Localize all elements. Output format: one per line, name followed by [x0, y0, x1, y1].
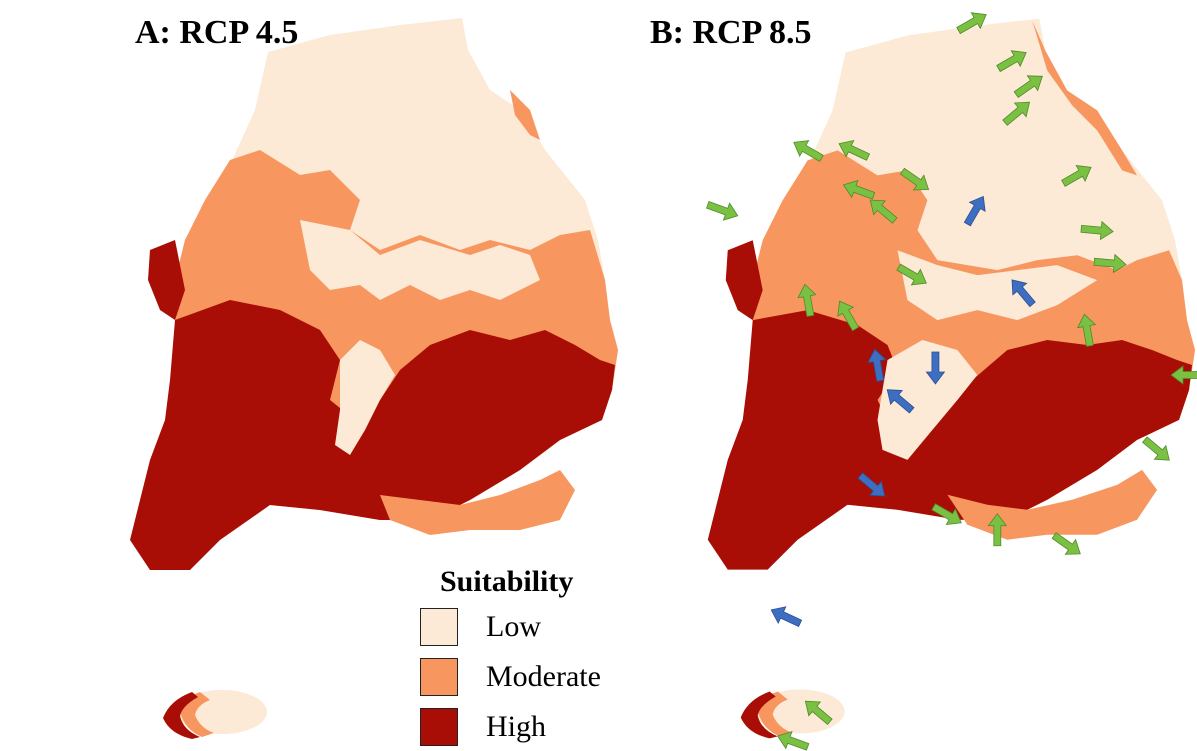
moderate-east-coast — [1032, 20, 1138, 176]
legend-item-high: High — [420, 707, 546, 747]
increase-arrow — [896, 263, 927, 286]
legend-label-low: Low — [486, 610, 541, 643]
increase-arrow — [793, 140, 824, 162]
increase-arrow — [1170, 365, 1197, 385]
increase-arrow — [1002, 101, 1031, 126]
high-zone — [130, 300, 615, 570]
low-channel — [335, 340, 395, 455]
increase-arrow — [777, 730, 810, 751]
legend-swatch-low — [420, 608, 458, 646]
increase-arrow — [804, 700, 833, 725]
increase-arrow — [838, 139, 871, 161]
decrease-arrow — [857, 472, 886, 497]
low-channel — [877, 340, 978, 460]
increase-arrow — [987, 513, 1008, 547]
legend-label-moderate: Moderate — [486, 660, 601, 693]
high-west-coast — [725, 240, 763, 321]
increase-arrow — [706, 201, 739, 221]
moderate-east-coast — [510, 90, 540, 140]
increase-arrow — [1080, 220, 1114, 241]
increase-arrow — [842, 179, 876, 200]
increase-arrow — [1013, 75, 1043, 99]
jeju-island — [163, 690, 267, 739]
low-inlay — [300, 220, 540, 300]
decrease-arrow — [886, 389, 915, 414]
increase-arrow — [797, 283, 817, 317]
decrease-arrow — [963, 195, 986, 227]
increase-arrow — [837, 300, 860, 332]
legend-item-low: Low — [420, 607, 541, 647]
mainland-shape — [130, 18, 618, 570]
increase-arrow — [1076, 313, 1097, 347]
jeju-island — [740, 689, 845, 739]
decrease-arrow — [925, 351, 946, 385]
decrease-arrow — [770, 606, 803, 628]
increase-arrow — [1051, 532, 1081, 555]
increase-arrow — [956, 12, 987, 35]
change-arrows — [706, 12, 1197, 751]
panel-b-title: B: RCP 8.5 — [650, 14, 812, 51]
increase-arrow — [1142, 436, 1170, 461]
map-rcp85 — [706, 12, 1197, 751]
high-zone — [707, 310, 1193, 570]
legend-label-high: High — [486, 710, 546, 743]
panel-a-title: A: RCP 4.5 — [135, 14, 299, 51]
increase-arrow — [899, 167, 930, 191]
legend-swatch-high — [420, 708, 458, 746]
decrease-arrow — [867, 348, 887, 382]
map-rcp45 — [130, 18, 618, 739]
increase-arrow — [1093, 253, 1127, 274]
low-inlay — [897, 250, 1098, 321]
increase-arrow — [996, 50, 1027, 73]
high-west-coast — [148, 240, 185, 320]
moderate-coast — [380, 470, 575, 535]
legend-item-moderate: Moderate — [420, 657, 601, 697]
legend-title: Suitability — [440, 565, 574, 598]
decrease-arrow — [1011, 279, 1036, 308]
legend-swatch-moderate — [420, 658, 458, 696]
mainland-shape — [707, 18, 1196, 570]
increase-arrow — [931, 503, 962, 526]
increase-arrow — [1061, 165, 1092, 187]
increase-arrow — [869, 199, 898, 224]
